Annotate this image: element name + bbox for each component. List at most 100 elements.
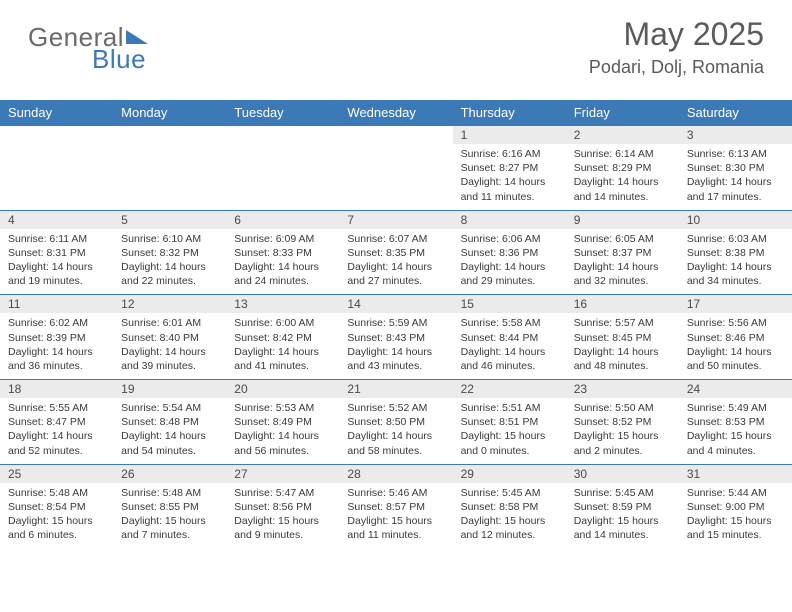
sunset-line: Sunset: 9:00 PM	[687, 500, 784, 514]
day-detail-cell: Sunrise: 5:48 AMSunset: 8:54 PMDaylight:…	[0, 483, 113, 549]
day-detail-cell: Sunrise: 5:48 AMSunset: 8:55 PMDaylight:…	[113, 483, 226, 549]
sunset-line: Sunset: 8:47 PM	[8, 415, 105, 429]
day-number-cell: 7	[339, 210, 452, 229]
daylight-line: Daylight: 14 hours and 48 minutes.	[574, 345, 671, 373]
daylight-line: Daylight: 14 hours and 32 minutes.	[574, 260, 671, 288]
daylight-line: Daylight: 14 hours and 41 minutes.	[234, 345, 331, 373]
day-detail-cell: Sunrise: 5:46 AMSunset: 8:57 PMDaylight:…	[339, 483, 452, 549]
daylight-line: Daylight: 15 hours and 4 minutes.	[687, 429, 784, 457]
sunset-line: Sunset: 8:55 PM	[121, 500, 218, 514]
day-detail-cell: Sunrise: 6:00 AMSunset: 8:42 PMDaylight:…	[226, 313, 339, 379]
day-number-cell: 1	[453, 126, 566, 145]
day-number-cell: 9	[566, 210, 679, 229]
daylight-line: Daylight: 14 hours and 50 minutes.	[687, 345, 784, 373]
sunrise-line: Sunrise: 5:58 AM	[461, 316, 558, 330]
daylight-line: Daylight: 14 hours and 56 minutes.	[234, 429, 331, 457]
weekday-header: Monday	[113, 100, 226, 126]
day-detail-cell: Sunrise: 6:09 AMSunset: 8:33 PMDaylight:…	[226, 229, 339, 295]
daylight-line: Daylight: 15 hours and 12 minutes.	[461, 514, 558, 542]
sunset-line: Sunset: 8:56 PM	[234, 500, 331, 514]
sunrise-line: Sunrise: 5:55 AM	[8, 401, 105, 415]
day-detail-cell: Sunrise: 6:14 AMSunset: 8:29 PMDaylight:…	[566, 144, 679, 210]
day-detail-cell: Sunrise: 5:54 AMSunset: 8:48 PMDaylight:…	[113, 398, 226, 464]
logo: General Blue	[28, 22, 146, 53]
day-detail-cell: Sunrise: 5:50 AMSunset: 8:52 PMDaylight:…	[566, 398, 679, 464]
day-detail-cell: Sunrise: 6:05 AMSunset: 8:37 PMDaylight:…	[566, 229, 679, 295]
daylight-line: Daylight: 14 hours and 29 minutes.	[461, 260, 558, 288]
day-number-cell: 10	[679, 210, 792, 229]
daylight-line: Daylight: 14 hours and 27 minutes.	[347, 260, 444, 288]
sunrise-line: Sunrise: 5:52 AM	[347, 401, 444, 415]
sunset-line: Sunset: 8:40 PM	[121, 331, 218, 345]
sunset-line: Sunset: 8:32 PM	[121, 246, 218, 260]
day-detail-cell: Sunrise: 5:55 AMSunset: 8:47 PMDaylight:…	[0, 398, 113, 464]
day-number-cell: 5	[113, 210, 226, 229]
month-title: May 2025	[589, 16, 764, 53]
sunrise-line: Sunrise: 6:16 AM	[461, 147, 558, 161]
daylight-line: Daylight: 15 hours and 2 minutes.	[574, 429, 671, 457]
daylight-line: Daylight: 14 hours and 17 minutes.	[687, 175, 784, 203]
day-detail-cell: Sunrise: 5:49 AMSunset: 8:53 PMDaylight:…	[679, 398, 792, 464]
daylight-line: Daylight: 15 hours and 11 minutes.	[347, 514, 444, 542]
weekday-header-row: Sunday Monday Tuesday Wednesday Thursday…	[0, 100, 792, 126]
sunrise-line: Sunrise: 5:57 AM	[574, 316, 671, 330]
daylight-line: Daylight: 14 hours and 11 minutes.	[461, 175, 558, 203]
weekday-header: Saturday	[679, 100, 792, 126]
sunrise-line: Sunrise: 6:00 AM	[234, 316, 331, 330]
day-detail-cell: Sunrise: 6:01 AMSunset: 8:40 PMDaylight:…	[113, 313, 226, 379]
sunrise-line: Sunrise: 5:59 AM	[347, 316, 444, 330]
sunset-line: Sunset: 8:48 PM	[121, 415, 218, 429]
day-detail-cell: Sunrise: 6:11 AMSunset: 8:31 PMDaylight:…	[0, 229, 113, 295]
sunset-line: Sunset: 8:53 PM	[687, 415, 784, 429]
day-detail-cell: Sunrise: 6:03 AMSunset: 8:38 PMDaylight:…	[679, 229, 792, 295]
day-number-cell: 27	[226, 464, 339, 483]
weekday-header: Sunday	[0, 100, 113, 126]
day-detail-cell: Sunrise: 6:13 AMSunset: 8:30 PMDaylight:…	[679, 144, 792, 210]
day-number-cell: 18	[0, 380, 113, 399]
sunset-line: Sunset: 8:57 PM	[347, 500, 444, 514]
sunrise-line: Sunrise: 6:10 AM	[121, 232, 218, 246]
sunrise-line: Sunrise: 6:03 AM	[687, 232, 784, 246]
day-number-cell: 2	[566, 126, 679, 145]
sunset-line: Sunset: 8:42 PM	[234, 331, 331, 345]
day-number-row: 11121314151617	[0, 295, 792, 314]
day-detail-row: Sunrise: 5:48 AMSunset: 8:54 PMDaylight:…	[0, 483, 792, 549]
day-number-cell: 3	[679, 126, 792, 145]
daylight-line: Daylight: 14 hours and 24 minutes.	[234, 260, 331, 288]
day-detail-row: Sunrise: 6:16 AMSunset: 8:27 PMDaylight:…	[0, 144, 792, 210]
day-number-cell	[0, 126, 113, 145]
daylight-line: Daylight: 14 hours and 46 minutes.	[461, 345, 558, 373]
day-number-cell	[339, 126, 452, 145]
day-number-cell: 6	[226, 210, 339, 229]
day-number-cell: 4	[0, 210, 113, 229]
day-detail-cell: Sunrise: 5:45 AMSunset: 8:59 PMDaylight:…	[566, 483, 679, 549]
title-block: May 2025 Podari, Dolj, Romania	[589, 16, 764, 78]
daylight-line: Daylight: 15 hours and 6 minutes.	[8, 514, 105, 542]
day-number-cell: 21	[339, 380, 452, 399]
day-number-cell: 29	[453, 464, 566, 483]
day-number-cell: 26	[113, 464, 226, 483]
day-detail-cell: Sunrise: 5:59 AMSunset: 8:43 PMDaylight:…	[339, 313, 452, 379]
sunset-line: Sunset: 8:44 PM	[461, 331, 558, 345]
sunset-line: Sunset: 8:52 PM	[574, 415, 671, 429]
day-number-cell: 11	[0, 295, 113, 314]
day-detail-row: Sunrise: 6:11 AMSunset: 8:31 PMDaylight:…	[0, 229, 792, 295]
daylight-line: Daylight: 14 hours and 58 minutes.	[347, 429, 444, 457]
daylight-line: Daylight: 14 hours and 36 minutes.	[8, 345, 105, 373]
sunset-line: Sunset: 8:39 PM	[8, 331, 105, 345]
sunrise-line: Sunrise: 6:09 AM	[234, 232, 331, 246]
sunset-line: Sunset: 8:50 PM	[347, 415, 444, 429]
daylight-line: Daylight: 15 hours and 15 minutes.	[687, 514, 784, 542]
sunset-line: Sunset: 8:49 PM	[234, 415, 331, 429]
day-number-row: 123	[0, 126, 792, 145]
sunrise-line: Sunrise: 5:56 AM	[687, 316, 784, 330]
weekday-header: Tuesday	[226, 100, 339, 126]
sunset-line: Sunset: 8:51 PM	[461, 415, 558, 429]
sunrise-line: Sunrise: 5:46 AM	[347, 486, 444, 500]
sunset-line: Sunset: 8:59 PM	[574, 500, 671, 514]
day-detail-cell: Sunrise: 5:53 AMSunset: 8:49 PMDaylight:…	[226, 398, 339, 464]
day-detail-cell	[113, 144, 226, 210]
sunrise-line: Sunrise: 5:48 AM	[121, 486, 218, 500]
daylight-line: Daylight: 14 hours and 22 minutes.	[121, 260, 218, 288]
day-number-cell: 28	[339, 464, 452, 483]
